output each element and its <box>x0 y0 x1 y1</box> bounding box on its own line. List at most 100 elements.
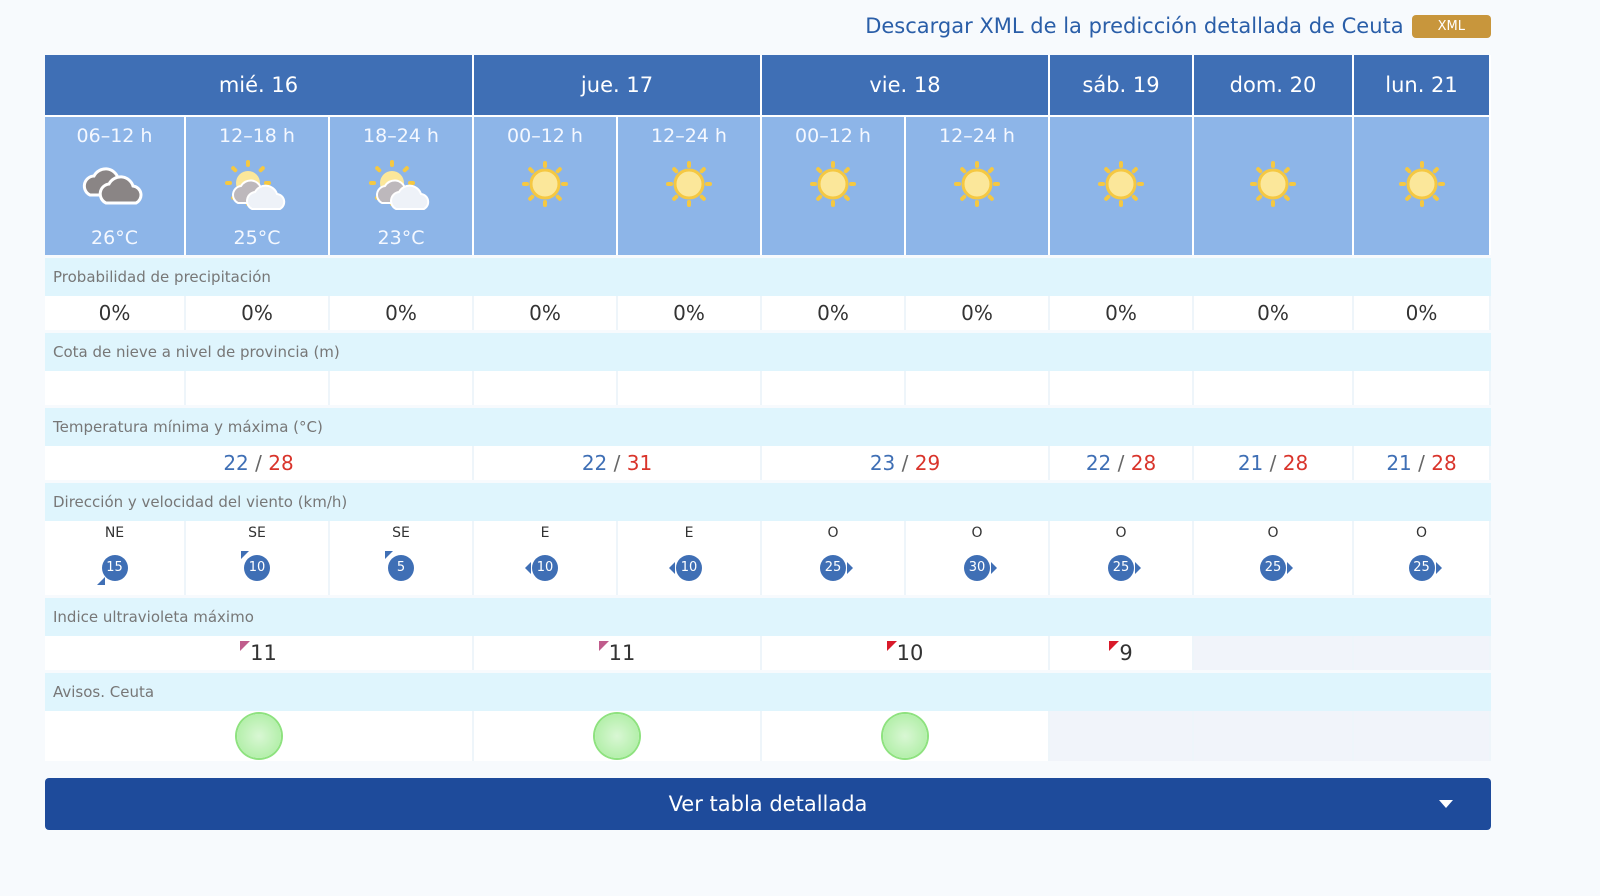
precip-value: 0% <box>1050 296 1194 330</box>
precip-value: 0% <box>45 296 186 330</box>
wind-direction: SE <box>248 525 266 541</box>
wind-arrow-icon <box>669 562 675 574</box>
wind-cell: O 25 <box>1050 521 1194 595</box>
day-header: mié. 16 <box>45 55 474 115</box>
wind-speed: 30 <box>964 555 990 581</box>
period-label: 00–12 h <box>507 125 583 147</box>
wind-direction: O <box>971 525 983 541</box>
wind-direction: SE <box>392 525 410 541</box>
forecast-table: mié. 16 jue. 17 vie. 18 sáb. 19 dom. 20 lun. … <box>45 55 1491 761</box>
wind-arrow-icon <box>96 577 105 585</box>
temp-max: 28 <box>1431 451 1457 475</box>
detailed-table-button[interactable]: Ver tabla detallada <box>45 778 1491 830</box>
wind-cell: O 25 <box>1194 521 1354 595</box>
snow-value <box>1354 371 1491 405</box>
snow-value <box>330 371 474 405</box>
wind-speed: 5 <box>388 555 414 581</box>
uv-value <box>1194 636 1354 670</box>
temp-sep: / <box>1111 451 1131 475</box>
temp-max: 28 <box>1130 451 1157 475</box>
wind-speed: 25 <box>1408 555 1435 581</box>
temp-range: 21 / 28 <box>1194 446 1354 480</box>
period-label: 12–24 h <box>651 125 727 147</box>
wind-arrow-icon <box>991 562 997 574</box>
xml-badge[interactable]: XML <box>1411 14 1491 38</box>
snow-value <box>186 371 330 405</box>
uv-flag-icon <box>886 641 897 651</box>
snow-value <box>906 371 1050 405</box>
period-cell <box>1194 115 1354 255</box>
snow-value <box>45 371 186 405</box>
temp-min: 21 <box>1386 451 1412 475</box>
period-label: 00–12 h <box>795 125 871 147</box>
wind-direction: O <box>827 525 839 541</box>
wind-arrow-icon <box>1287 562 1293 574</box>
temp-sep: / <box>895 451 915 475</box>
download-xml-link[interactable]: Descargar XML de la predicción detallada… <box>865 14 1404 38</box>
uv-number: 10 <box>896 641 924 665</box>
day-header: vie. 18 <box>762 55 1050 115</box>
uv-number: 11 <box>608 641 636 665</box>
period-label: 12–18 h <box>219 125 295 147</box>
uv-value <box>1354 636 1491 670</box>
wind-label: Dirección y velocidad del viento (km/h) <box>45 483 1491 521</box>
wind-speed: 10 <box>244 555 270 581</box>
green-warning-icon[interactable] <box>595 714 639 758</box>
warning-cell <box>1050 711 1194 761</box>
wind-cell: NE 15 <box>45 521 186 595</box>
snow-value <box>762 371 906 405</box>
partly-cloudy-icon <box>220 159 294 220</box>
snow-label: Cota de nieve a nivel de provincia (m) <box>45 333 1491 371</box>
chevron-down-icon <box>1439 800 1453 808</box>
period-cell: 00–12 h <box>474 115 618 255</box>
wind-arrow-icon <box>1135 562 1141 574</box>
sun-icon <box>808 159 858 214</box>
day-header: lun. 21 <box>1354 55 1491 115</box>
precip-value: 0% <box>906 296 1050 330</box>
uv-value: 10 <box>762 636 1050 670</box>
temp-sep: / <box>1411 451 1432 475</box>
day-header: dom. 20 <box>1194 55 1354 115</box>
period-cell <box>1354 115 1491 255</box>
wind-speed: 25 <box>1260 555 1286 581</box>
partly-cloudy-icon <box>364 159 438 220</box>
wind-direction: O <box>1115 525 1127 541</box>
wind-cell: E 10 <box>618 521 762 595</box>
sun-icon <box>1248 159 1298 214</box>
sun-icon <box>664 159 714 214</box>
snow-value <box>1194 371 1354 405</box>
wind-arrow-icon <box>241 551 249 559</box>
day-header: jue. 17 <box>474 55 762 115</box>
wind-direction: NE <box>104 525 125 541</box>
wind-cell: O 25 <box>1354 521 1491 595</box>
precip-value: 0% <box>1194 296 1354 330</box>
warning-cell <box>45 711 474 761</box>
sun-icon <box>520 159 570 214</box>
wind-speed: 10 <box>532 555 558 581</box>
wind-speed: 10 <box>676 555 702 581</box>
cloudy-icon <box>78 159 152 214</box>
snow-value <box>474 371 618 405</box>
precip-value: 0% <box>474 296 618 330</box>
period-temp: 25°C <box>233 227 281 249</box>
snow-value <box>1050 371 1194 405</box>
temp-max: 28 <box>1282 451 1309 475</box>
temp-min: 21 <box>1237 451 1264 475</box>
period-temp: 23°C <box>377 227 425 249</box>
uv-flag-icon <box>1109 641 1120 651</box>
wind-speed: 25 <box>820 555 846 581</box>
temp-min: 22 <box>223 451 249 475</box>
wind-direction: O <box>1267 525 1279 541</box>
temp-label: Temperatura mínima y máxima (°C) <box>45 408 1491 446</box>
download-xml: Descargar XML de la predicción detallada… <box>865 14 1491 38</box>
green-warning-icon[interactable] <box>883 714 927 758</box>
snow-value <box>618 371 762 405</box>
warnings-label: Avisos. Ceuta <box>45 673 1491 711</box>
period-label: 12–24 h <box>939 125 1015 147</box>
wind-cell: O 25 <box>762 521 906 595</box>
temp-sep: / <box>607 451 627 475</box>
period-cell <box>1050 115 1194 255</box>
green-warning-icon[interactable] <box>236 714 281 758</box>
uv-flag-icon <box>598 641 609 651</box>
period-cell: 00–12 h <box>762 115 906 255</box>
